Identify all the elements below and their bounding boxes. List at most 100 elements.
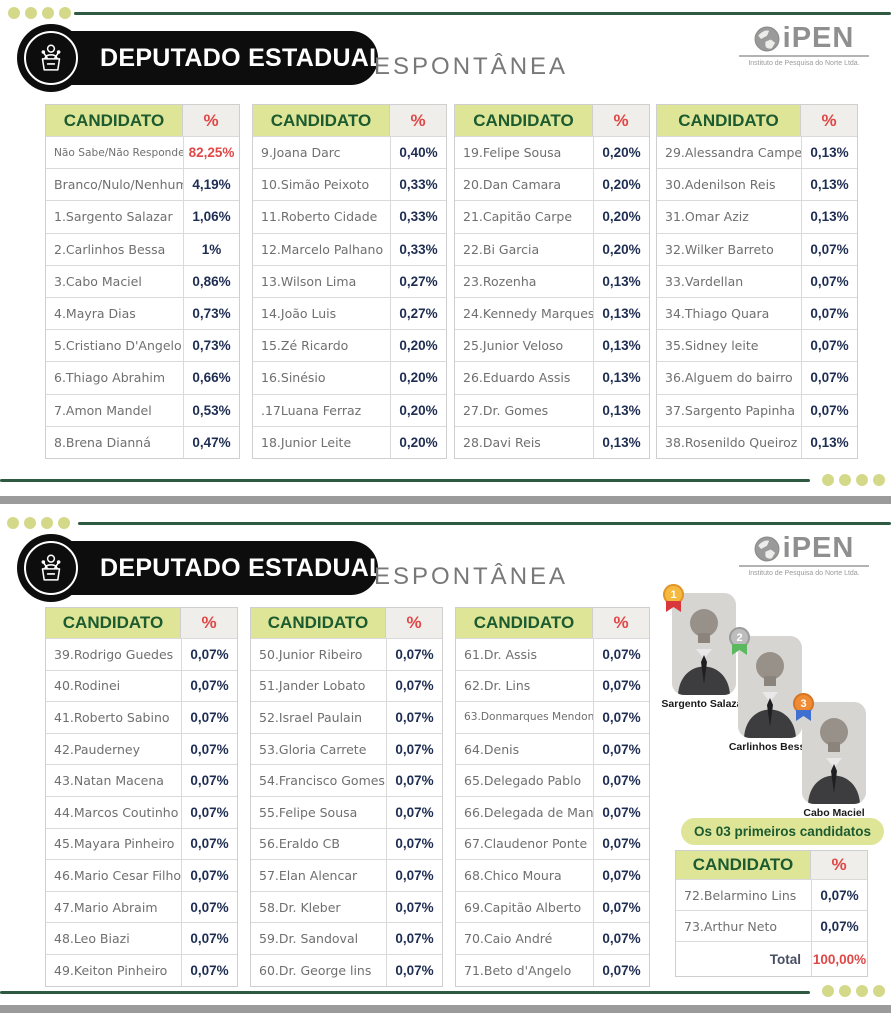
candidate-percent: 0,07% (395, 678, 434, 694)
candidate-photo-card: 1 Sargento Salazar (661, 584, 747, 710)
candidate-name: 16.Sinésio (253, 362, 391, 394)
candidate-percent: 0,13% (602, 306, 641, 322)
divider-line (0, 479, 810, 482)
table-row: 28.Davi Reis 0,13% (455, 425, 649, 458)
column-header-candidato: CANDIDATO (253, 105, 389, 136)
candidate-name: 10.Simão Peixoto (253, 169, 391, 201)
ipen-logo: iPEN Instituto de Pesquisa do Norte Ltda… (733, 24, 875, 67)
candidate-name: 57.Elan Alencar (251, 860, 387, 891)
table-row: 51.Jander Lobato 0,07% (251, 669, 442, 702)
candidate-percent: 0,07% (395, 931, 434, 947)
page2-title-banner: DEPUTADO ESTADUAL (17, 534, 384, 602)
candidate-name: 56.Eraldo CB (251, 828, 387, 860)
dot (7, 517, 19, 529)
table-row: 8.Brena Dianná 0,47% (46, 425, 239, 458)
table-row: 48.Leo Biazi 0,07% (46, 922, 237, 954)
candidate-photo (802, 702, 866, 804)
table-row: 62.Dr. Lins 0,07% (456, 669, 649, 702)
candidate-percent: 4,19% (192, 177, 231, 193)
table-row: 41.Roberto Sabino 0,07% (46, 701, 237, 733)
table-row: 73.Arthur Neto 0,07% (676, 910, 867, 941)
column-header-percent: % (800, 105, 857, 136)
column-header-percent: % (385, 608, 442, 638)
candidate-percent: 0,07% (602, 899, 641, 915)
table-row: 54.Francisco Gomes 0,07% (251, 764, 442, 796)
table-row: 56.Eraldo CB 0,07% (251, 827, 442, 860)
table-row: 45.Mayara Pinheiro 0,07% (46, 827, 237, 860)
candidate-name: 24.Kennedy Marques (455, 297, 594, 330)
candidate-name: 71.Beto d'Angelo (456, 954, 594, 986)
candidate-percent: 0,66% (192, 370, 231, 386)
candidate-percent: 0,07% (395, 899, 434, 915)
candidate-name: 21.Capitão Carpe (455, 201, 594, 233)
page-title: DEPUTADO ESTADUAL (100, 43, 385, 72)
candidate-name: 70.Caio André (456, 923, 594, 954)
person-silhouette (672, 593, 736, 695)
table-body: 19.Felipe Sousa 0,20% 20.Dan Camara 0,20… (455, 136, 649, 458)
logo-divider (739, 55, 869, 57)
candidate-name: 39.Rodrigo Guedes (46, 639, 182, 670)
table-row: 63.Donmarques Mendonça 0,07% (456, 701, 649, 733)
candidate-name: 63.Donmarques Mendonça (456, 702, 594, 733)
candidate-percent: 0,13% (602, 434, 641, 450)
column-header-candidato: CANDIDATO (251, 608, 385, 638)
table-row: 18.Junior Leite 0,20% (253, 425, 446, 458)
candidate-percent: 0,20% (602, 209, 641, 225)
candidate-name: 73.Arthur Neto (676, 911, 812, 941)
candidate-percent: 0,20% (602, 177, 641, 193)
table-row: 3.Cabo Maciel 0,86% (46, 264, 239, 297)
candidate-name: 66.Delegada de Manaus (456, 796, 594, 828)
table-header: CANDIDATO % (46, 105, 239, 136)
candidate-percent: 0,07% (810, 241, 849, 257)
results-table-3: CANDIDATO % 19.Felipe Sousa 0,20% 20.Dan… (454, 104, 650, 459)
divider-line (78, 522, 891, 525)
candidate-name: Branco/Nulo/Nenhum (46, 169, 184, 201)
table-row: 69.Capitão Alberto 0,07% (456, 890, 649, 923)
podium-icon-circle (17, 24, 85, 92)
candidate-percent: 0,13% (602, 273, 641, 289)
candidate-percent: 0,07% (602, 678, 641, 694)
candidate-percent: 0,07% (602, 804, 641, 820)
table-row: 9.Joana Darc 0,40% (253, 136, 446, 169)
candidate-name: 42.Pauderney (46, 733, 182, 765)
candidate-percent: 0,07% (602, 646, 641, 662)
dot (873, 474, 885, 486)
candidate-name: 64.Denis (456, 733, 594, 765)
podium-icon-circle (17, 534, 85, 602)
results-table-5: CANDIDATO % 39.Rodrigo Guedes 0,07% 40.R… (45, 607, 238, 987)
rank-medal-icon: 2 (729, 627, 750, 648)
table-row: 68.Chico Moura 0,07% (456, 859, 649, 891)
table-row: 19.Felipe Sousa 0,20% (455, 136, 649, 169)
table-row: .17Luana Ferraz 0,20% (253, 393, 446, 426)
divider-line (0, 991, 810, 994)
candidate-name: 25.Junior Veloso (455, 330, 594, 362)
table-row: 21.Capitão Carpe 0,20% (455, 200, 649, 233)
candidate-name: 30.Adenilson Reis (657, 169, 802, 201)
column-header-percent: % (180, 608, 237, 638)
candidate-percent: 0,27% (399, 273, 438, 289)
candidate-name: 11.Roberto Cidade (253, 201, 391, 233)
candidate-name: 9.Joana Darc (253, 137, 391, 169)
candidate-percent: 0,07% (810, 306, 849, 322)
column-header-percent: % (592, 608, 649, 638)
candidate-percent: 0,73% (192, 338, 231, 354)
table-body: 29.Alessandra Campelo 0,13% 30.Adenilson… (657, 136, 857, 458)
candidate-name: 51.Jander Lobato (251, 670, 387, 702)
candidate-percent: 0,73% (192, 306, 231, 322)
column-header-candidato: CANDIDATO (676, 851, 810, 879)
table-row: 46.Mario Cesar Filho 0,07% (46, 859, 237, 891)
table-body: 39.Rodrigo Guedes 0,07% 40.Rodinei 0,07%… (46, 638, 237, 986)
table-row: 47.Mario Abraim 0,07% (46, 890, 237, 923)
dot (856, 474, 868, 486)
candidate-percent: 82,25% (188, 145, 235, 161)
candidate-percent: 0,07% (395, 962, 434, 978)
candidate-percent: 0,07% (602, 836, 641, 852)
candidate-percent: 0,40% (399, 145, 438, 161)
table-row: 52.Israel Paulain 0,07% (251, 701, 442, 733)
candidate-name: 47.Mario Abraim (46, 891, 182, 923)
candidate-percent: 1% (201, 241, 222, 257)
table-row: 26.Eduardo Assis 0,13% (455, 361, 649, 394)
dot (24, 517, 36, 529)
candidate-name: 23.Rozenha (455, 265, 594, 297)
